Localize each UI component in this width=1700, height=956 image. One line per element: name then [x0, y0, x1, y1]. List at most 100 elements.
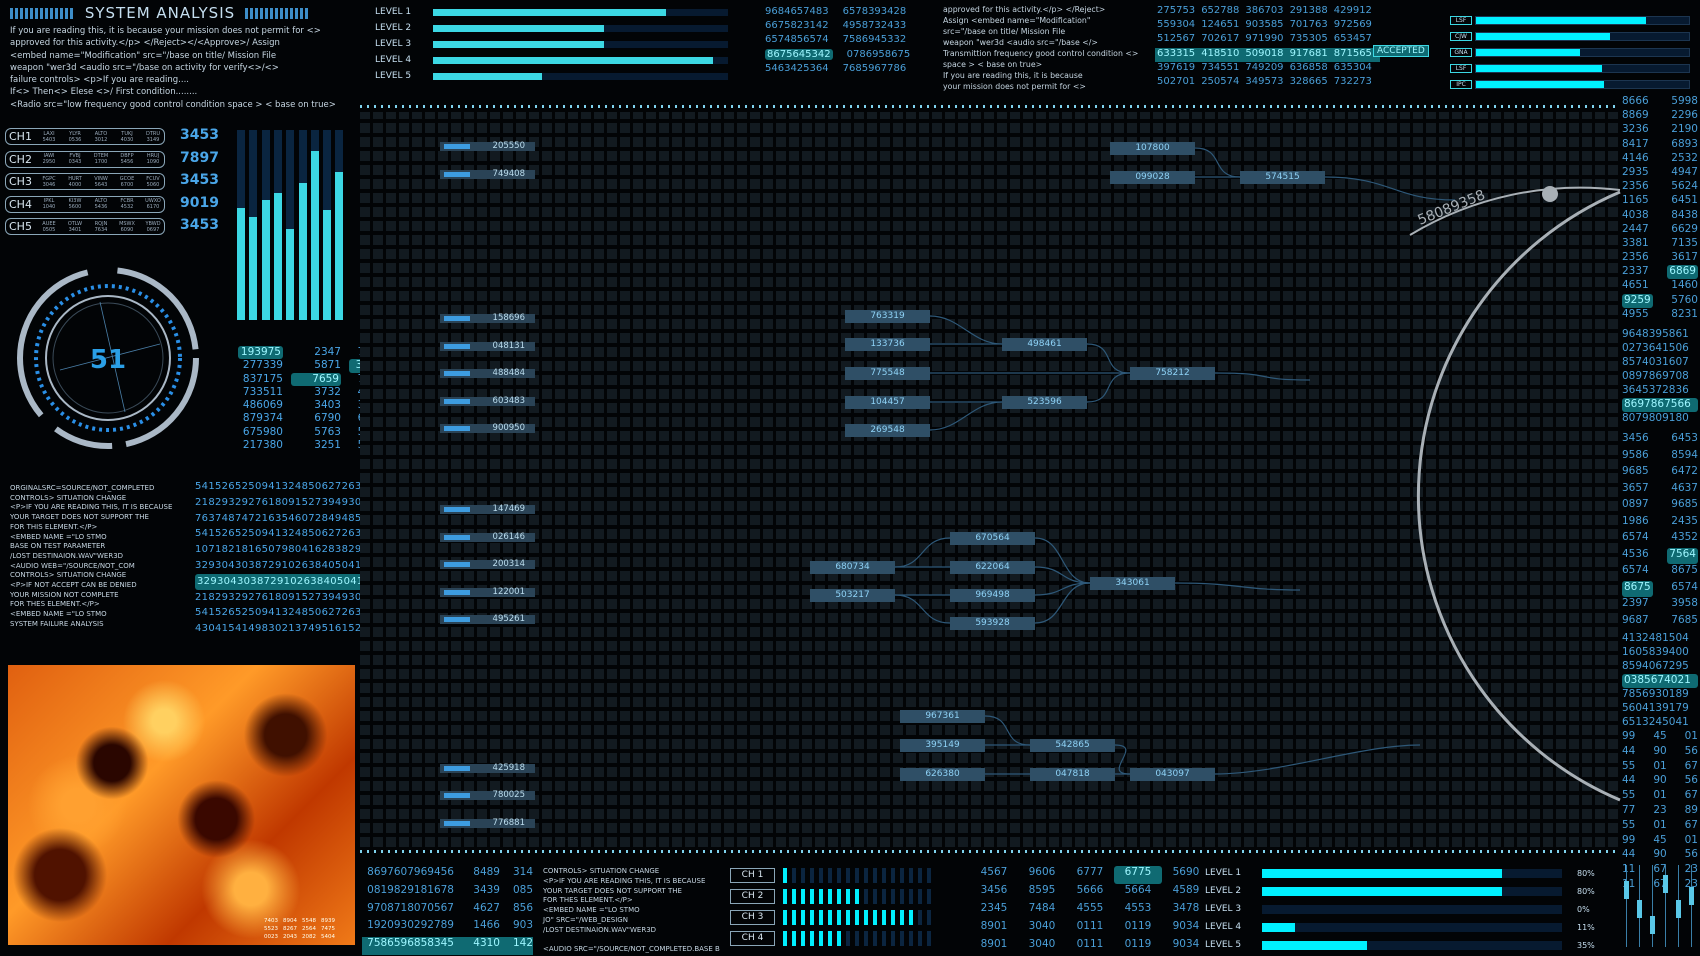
- bar-track: [273, 130, 282, 320]
- bottom-numbers: 8697607969456 8489 314 0819829181678 3439 085…: [362, 866, 533, 955]
- number-cell: 2296: [1671, 109, 1698, 122]
- long-number: 1071821816507980416283829: [195, 544, 362, 556]
- channel-button[interactable]: CH 3: [730, 910, 775, 925]
- slider-handle[interactable]: [1676, 900, 1681, 919]
- grid-row: 2345 7484 4555 4553 3478: [970, 902, 1210, 920]
- slider-track[interactable]: [1691, 865, 1692, 947]
- number-cell: 3381: [1622, 236, 1649, 249]
- slider-track[interactable]: [1626, 865, 1627, 947]
- table-cell: 7659: [291, 372, 341, 386]
- slider-track[interactable]: [1665, 865, 1666, 947]
- number-cell: 5760: [1671, 293, 1698, 306]
- graph-node[interactable]: 104457: [845, 396, 930, 409]
- slider-handle[interactable]: [1624, 881, 1629, 899]
- long-number: 0897869708: [1622, 370, 1689, 382]
- top-text: approved for this activity.</p> </Reject…: [943, 4, 1138, 92]
- graph-node[interactable]: 343061: [1090, 577, 1175, 590]
- slider-handle[interactable]: [1637, 900, 1642, 919]
- matrix-cell: 702617: [1201, 33, 1240, 45]
- graph-node[interactable]: 498461: [1002, 338, 1087, 351]
- status-line: BASE ON TEST PARAMETER: [10, 542, 106, 551]
- graph-node[interactable]: 969498: [950, 589, 1035, 602]
- arc-label: 58089358: [1416, 187, 1488, 229]
- slider-handle[interactable]: [1663, 874, 1668, 893]
- right_triples-row: 99 45 01: [1622, 730, 1698, 745]
- channel-button[interactable]: CH 2: [730, 889, 775, 904]
- graph-node[interactable]: 775548: [845, 367, 930, 380]
- graph-node[interactable]: 099028: [1110, 171, 1195, 184]
- number-cell: 45: [1653, 833, 1667, 846]
- stripes-decoration: [10, 7, 75, 19]
- level-fill: [433, 56, 714, 64]
- number-cell: 4651: [1622, 279, 1649, 292]
- channel-row[interactable]: CH3 FGPC 3046 HURT 4000 VINW 5643 GCOE 6700 FCUV 5…: [5, 173, 165, 190]
- arc-ring: [1416, 190, 1621, 802]
- table-cell: 6790: [314, 412, 341, 425]
- slider-track[interactable]: [1652, 865, 1653, 947]
- channel-row[interactable]: CH2 IAWI 2950 FVBJ 0343 DTEM 1700 DBFP 5456 HRUJ 1…: [5, 150, 165, 168]
- graph-node[interactable]: 047818: [1030, 768, 1115, 781]
- channel-row[interactable]: CH1 LAXI 5403 YLYR 0536 ALTO 3012 TUKJ 4030 DTRU 3…: [5, 128, 165, 145]
- segment-lit: [837, 910, 841, 925]
- graph-node[interactable]: 503217: [810, 589, 895, 602]
- slider-handle[interactable]: [1689, 887, 1694, 906]
- arc-knob[interactable]: [1542, 186, 1558, 202]
- matrix-cell: 275753: [1157, 5, 1196, 16]
- graph-link: [1034, 537, 1091, 584]
- bar-fill: [237, 207, 245, 320]
- meter-track: [1475, 47, 1690, 57]
- channel-cell: GCOE 6700: [117, 176, 137, 188]
- graph-node[interactable]: 523596: [1002, 396, 1087, 409]
- meter-label: LSF: [1450, 63, 1472, 73]
- right_pairs-row: 8869 2296: [1622, 109, 1698, 123]
- graph-node[interactable]: 542865: [1030, 739, 1115, 752]
- channel-code-value: 2950: [42, 159, 56, 165]
- grid-cell: 2345: [980, 902, 1008, 914]
- fire-caption-cell: 7475: [321, 926, 335, 932]
- graph-node[interactable]: 269548: [845, 424, 930, 437]
- graph-node[interactable]: 967361: [900, 710, 985, 723]
- matrix-cell: 903585: [1245, 19, 1284, 31]
- right_pairs-row: 4146 2532: [1622, 152, 1698, 166]
- graph-node[interactable]: 626380: [900, 768, 985, 781]
- number-cell: 2935: [1622, 165, 1649, 178]
- value-bar-fill: [444, 316, 470, 321]
- channel-row[interactable]: CH4 IPKL 1040 KI3W 5600 ALTO 5436 FCBR 4532 UWXO 6…: [5, 195, 165, 213]
- channel-label: CH1: [9, 130, 32, 143]
- right_pairs-row: 4651 1460: [1622, 279, 1698, 293]
- slider-handle[interactable]: [1650, 916, 1655, 935]
- fire-caption-cell: 5404: [321, 934, 335, 940]
- number-row: 8675645342 0786958675: [765, 48, 924, 63]
- grid-row: 8901 3040 0111 0119 9034: [970, 938, 1210, 956]
- right_pairs_b-row: 6574 8675: [1622, 564, 1698, 581]
- graph-node[interactable]: 622064: [950, 561, 1035, 574]
- graph-node[interactable]: 758212: [1130, 367, 1215, 380]
- segment-lit: [801, 910, 805, 925]
- channel-row[interactable]: CH5 AUEE 0505 OTLW 3401 RQJN 7634 MSWX 6090 YBWD 0…: [5, 218, 165, 235]
- graph-node[interactable]: 107800: [1110, 142, 1195, 155]
- channel-code: YBWD: [145, 220, 161, 227]
- graph-node[interactable]: 133736: [845, 338, 930, 351]
- intro-text: If you are reading this, it is because y…: [10, 25, 340, 111]
- grid-cell: 4553: [1124, 902, 1152, 914]
- graph-node[interactable]: 395149: [900, 739, 985, 752]
- graph-node[interactable]: 763319: [845, 310, 930, 323]
- long-number: 2182932927618091527394930: [195, 591, 362, 603]
- channel-code-value: 6170: [146, 204, 160, 210]
- channel-code: IAWI: [43, 153, 55, 159]
- graph-node[interactable]: 593928: [950, 617, 1035, 630]
- level-row: LEVEL 1 80%: [1205, 864, 1595, 882]
- channel-cell: LAXI 5403: [39, 131, 59, 143]
- top-text-line: Assign <embed name="Modification": [943, 16, 1091, 25]
- value-bar: 048131: [440, 342, 535, 351]
- graph-node[interactable]: 680734: [810, 561, 895, 574]
- segment-dim: [918, 868, 922, 883]
- level-track: [433, 40, 728, 48]
- bar-track: [310, 130, 319, 320]
- number-cell: 01: [1653, 789, 1667, 802]
- channel-button[interactable]: CH 4: [730, 931, 775, 946]
- graph-node[interactable]: 574515: [1240, 171, 1325, 184]
- graph-node[interactable]: 670564: [950, 532, 1035, 545]
- channel-button[interactable]: CH 1: [730, 868, 775, 883]
- graph-node[interactable]: 043097: [1130, 768, 1215, 781]
